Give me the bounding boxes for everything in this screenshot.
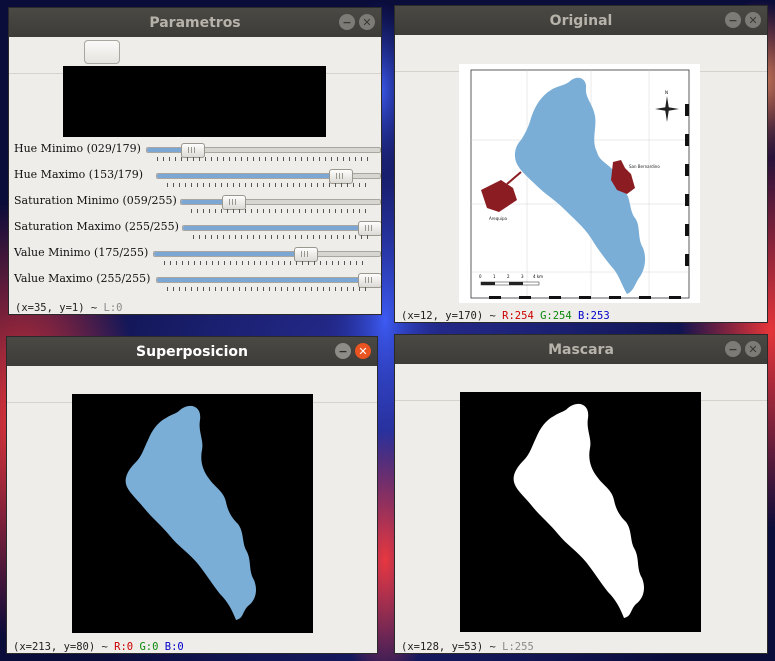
trackbar-handle[interactable] xyxy=(294,247,318,262)
mask-svg xyxy=(513,403,644,618)
trackbar-fill xyxy=(181,200,233,204)
minimize-icon[interactable]: − xyxy=(725,12,741,28)
parametros-titlebar[interactable]: Parametros − ✕ xyxy=(9,8,381,37)
trackbar-ticks xyxy=(167,183,368,187)
scale-bar: 0 1 2 3 4 km xyxy=(479,274,543,286)
trackbar-slider[interactable] xyxy=(156,169,381,184)
trackbar-row: Value Maximo (255/255) xyxy=(9,272,381,298)
north-label: N xyxy=(665,90,668,95)
minimize-icon[interactable]: − xyxy=(725,341,741,357)
trackbar-ticks xyxy=(167,287,368,291)
status-b: B:0 xyxy=(164,641,184,653)
trackbar-label: Saturation Minimo (059/255) xyxy=(14,194,177,207)
superposicion-window: Superposicion − ✕ (x=213, y=80) ~ R:0 G:… xyxy=(7,337,377,653)
trackbar-fill xyxy=(154,252,305,256)
overlay-svg xyxy=(125,405,256,620)
parametros-window: Parametros − ✕ Hue Minimo (029/179) Hue M… xyxy=(9,8,381,314)
status-coords: (x=12, y=170) ~ xyxy=(401,310,503,322)
trackbar-label: Hue Maximo (153/179) xyxy=(14,168,144,181)
trackbar-row: Hue Maximo (153/179) xyxy=(9,168,381,194)
window-title: Superposicion xyxy=(136,343,248,360)
status-coords: (x=128, y=53) ~ xyxy=(401,641,503,653)
svg-text:1: 1 xyxy=(493,274,496,279)
trackbar-handle[interactable] xyxy=(221,195,246,210)
mascara-window: Mascara − ✕ (x=128, y=53) ~ L:255 xyxy=(395,335,767,653)
region-right xyxy=(611,160,635,194)
trackbar-row: Value Minimo (175/255) xyxy=(9,246,381,272)
window-title: Original xyxy=(549,12,613,29)
status-r: R:254 xyxy=(502,310,534,322)
svg-text:3: 3 xyxy=(521,274,524,279)
trackbar-fill xyxy=(183,226,369,230)
preview-canvas xyxy=(63,66,326,137)
lake-overlay-shape xyxy=(125,405,256,620)
trackbar-ticks xyxy=(193,235,368,239)
trackbar-handle[interactable] xyxy=(358,273,381,288)
map-svg: Arequipa San Bernardino N 0 1 2 3 4 km xyxy=(470,69,690,299)
map-label-arequipa: Arequipa xyxy=(489,216,507,221)
close-icon[interactable]: ✕ xyxy=(745,12,761,28)
slider-panel: Hue Minimo (029/179) Hue Maximo (153/179)… xyxy=(9,142,381,292)
status-coords: (x=213, y=80) ~ xyxy=(13,641,115,653)
status-g: G:254 xyxy=(540,310,572,322)
trackbar-ticks xyxy=(191,209,368,213)
trackbar-label: Saturation Maximo (255/255) xyxy=(14,220,179,233)
map-label-san-bernardino: San Bernardino xyxy=(629,164,660,169)
trackbar-slider[interactable] xyxy=(182,221,381,236)
minimize-icon[interactable]: − xyxy=(335,343,351,359)
status-pixel: L:255 xyxy=(502,641,534,653)
map-border-ticks xyxy=(489,104,689,299)
trackbar-row: Saturation Maximo (255/255) xyxy=(9,220,381,246)
trackbar-slider[interactable] xyxy=(156,273,381,288)
minimize-icon[interactable]: − xyxy=(339,14,355,30)
trackbar-handle[interactable] xyxy=(181,143,206,158)
close-icon[interactable]: ✕ xyxy=(745,341,761,357)
trackbar-ticks xyxy=(164,261,368,265)
status-pixel: L:0 xyxy=(103,302,123,314)
trackbar-handle[interactable] xyxy=(358,221,381,236)
original-titlebar[interactable]: Original − ✕ xyxy=(395,6,767,35)
status-coords: (x=35, y=1) ~ xyxy=(15,302,104,314)
original-image: Arequipa San Bernardino N 0 1 2 3 4 km xyxy=(459,64,700,303)
window-title: Mascara xyxy=(548,341,614,358)
region-left xyxy=(481,180,517,212)
trackbar-slider[interactable] xyxy=(180,195,381,210)
svg-text:2: 2 xyxy=(507,274,510,279)
close-icon[interactable]: ✕ xyxy=(355,343,371,359)
trackbar-fill xyxy=(147,148,193,152)
status-bar: (x=213, y=80) ~ R:0 G:0 B:0 xyxy=(13,641,184,653)
superposicion-image xyxy=(72,394,313,633)
trackbar-label: Hue Minimo (029/179) xyxy=(14,142,141,155)
trackbar-slider[interactable] xyxy=(146,143,381,158)
status-r: R:0 xyxy=(114,641,134,653)
superposicion-titlebar[interactable]: Superposicion − ✕ xyxy=(7,337,377,366)
trackbar-ticks xyxy=(157,157,368,161)
window-title: Parametros xyxy=(149,14,241,31)
mask-shape xyxy=(513,403,644,618)
north-arrow-icon: N xyxy=(655,90,679,122)
mascara-image xyxy=(460,392,701,632)
status-g: G:0 xyxy=(139,641,159,653)
close-icon[interactable]: ✕ xyxy=(359,14,375,30)
trackbar-row: Saturation Minimo (059/255) xyxy=(9,194,381,220)
trackbar-label: Value Minimo (175/255) xyxy=(14,246,149,259)
original-window: Original − ✕ Arequipa San Bernardino xyxy=(395,6,767,322)
svg-text:0: 0 xyxy=(479,274,482,279)
status-bar: (x=35, y=1) ~ L:0 xyxy=(15,302,122,314)
trackbar-row: Hue Minimo (029/179) xyxy=(9,142,381,168)
mascara-titlebar[interactable]: Mascara − ✕ xyxy=(395,335,767,364)
status-b: B:253 xyxy=(578,310,610,322)
trackbar-handle[interactable] xyxy=(328,169,353,184)
trackbar-fill xyxy=(157,278,369,282)
svg-text:4 km: 4 km xyxy=(533,274,543,279)
status-bar: (x=128, y=53) ~ L:255 xyxy=(401,641,534,653)
toolbar-button[interactable] xyxy=(84,40,120,64)
status-bar: (x=12, y=170) ~ R:254 G:254 B:253 xyxy=(401,310,610,322)
lake-shape xyxy=(514,77,646,294)
trackbar-fill xyxy=(157,174,340,178)
trackbar-slider[interactable] xyxy=(153,247,381,262)
trackbar-label: Value Maximo (255/255) xyxy=(14,272,151,285)
